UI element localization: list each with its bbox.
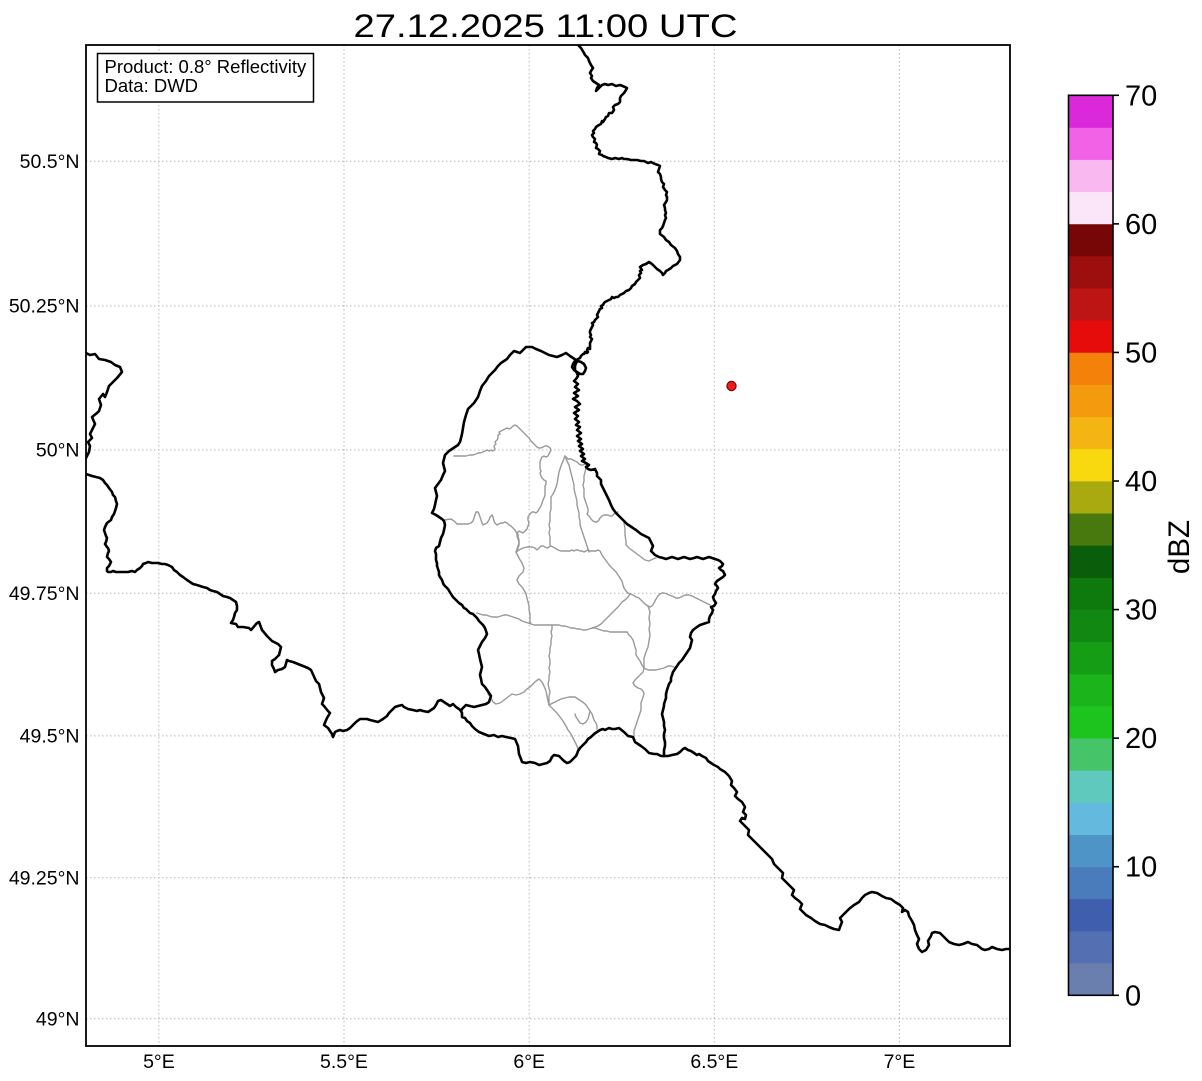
svg-text:0: 0 <box>1125 980 1141 1012</box>
svg-text:50: 50 <box>1125 337 1157 369</box>
svg-text:Data: DWD: Data: DWD <box>105 75 199 96</box>
svg-text:6.5°E: 6.5°E <box>690 1051 738 1073</box>
svg-text:30: 30 <box>1125 595 1157 627</box>
svg-text:60: 60 <box>1125 209 1157 241</box>
svg-text:27.12.2025 11:00 UTC: 27.12.2025 11:00 UTC <box>354 8 738 44</box>
svg-text:7°E: 7°E <box>884 1051 916 1073</box>
svg-text:10: 10 <box>1125 852 1157 884</box>
svg-text:6°E: 6°E <box>513 1051 545 1073</box>
svg-text:5.5°E: 5.5°E <box>320 1051 368 1073</box>
svg-text:49.25°N: 49.25°N <box>9 867 80 889</box>
svg-text:49.75°N: 49.75°N <box>9 583 80 605</box>
svg-text:70: 70 <box>1125 80 1157 112</box>
svg-text:49°N: 49°N <box>36 1008 80 1030</box>
svg-text:49.5°N: 49.5°N <box>20 726 80 748</box>
svg-text:dBZ: dBZ <box>1163 520 1196 574</box>
svg-text:20: 20 <box>1125 723 1157 755</box>
svg-text:50.25°N: 50.25°N <box>9 296 80 318</box>
svg-text:50.5°N: 50.5°N <box>20 151 80 173</box>
svg-text:40: 40 <box>1125 466 1157 498</box>
svg-text:50°N: 50°N <box>36 440 80 462</box>
svg-text:5°E: 5°E <box>143 1051 175 1073</box>
svg-text:Product: 0.8° Reflectivity: Product: 0.8° Reflectivity <box>105 56 307 77</box>
